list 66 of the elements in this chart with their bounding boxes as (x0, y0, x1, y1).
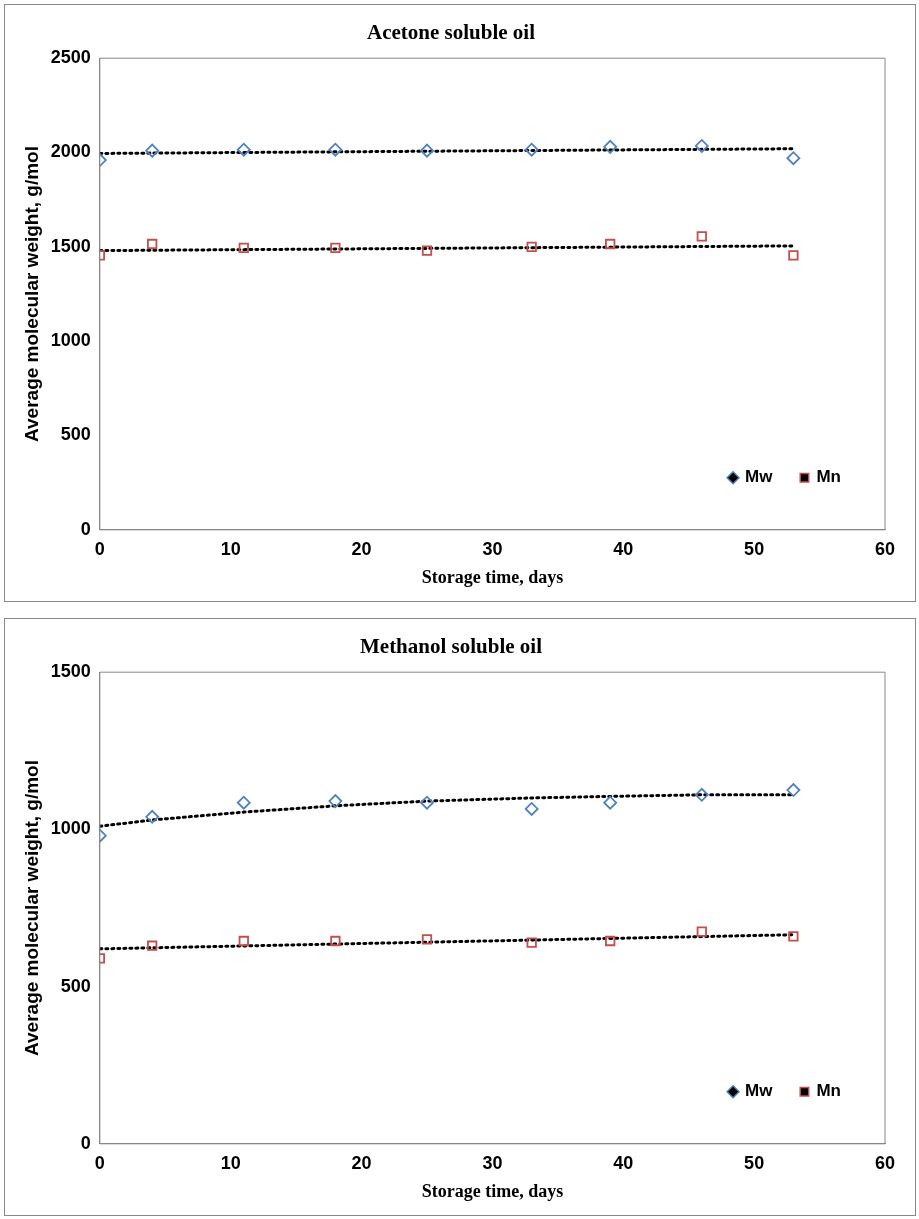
point (696, 926, 707, 937)
y-tick-label: 500 (60, 424, 91, 445)
point (786, 783, 801, 797)
x-tick-label: 0 (94, 1152, 105, 1173)
y-axis-title: Average molecular weight, g/mol (20, 760, 42, 1056)
point (421, 245, 433, 256)
x-tick-label: 40 (613, 538, 634, 559)
legend-label: Mn (816, 1081, 841, 1101)
point (696, 231, 707, 242)
y-tick-label: 0 (80, 518, 91, 539)
point (694, 787, 709, 802)
x-tick-label: 50 (744, 538, 765, 559)
point (236, 142, 251, 157)
y-tick-label: 500 (60, 975, 91, 996)
point (330, 935, 341, 947)
point (526, 241, 537, 252)
point (526, 937, 537, 948)
legend-label: Mw (745, 1081, 774, 1101)
point (145, 809, 160, 824)
y-tick-label: 2500 (50, 47, 91, 68)
point (605, 935, 616, 947)
point (694, 139, 709, 153)
point (145, 143, 160, 158)
point (238, 935, 249, 947)
point (524, 802, 539, 816)
point (420, 795, 434, 810)
chart-title: Methanol soluble oil (359, 634, 543, 659)
x-tick-label: 10 (220, 1152, 241, 1173)
x-tick-label: 30 (482, 1152, 503, 1173)
x-tick-label: 40 (613, 1152, 634, 1173)
y-axis-title: Average molecular weight, g/mol (20, 146, 42, 442)
x-tick-label: 60 (874, 1152, 896, 1173)
point (603, 139, 618, 154)
x-axis-title: Storage time, days (421, 1180, 564, 1201)
y-tick-label: 2000 (50, 141, 91, 162)
point (421, 934, 433, 945)
x-tick-label: 50 (744, 1152, 765, 1173)
point (524, 142, 539, 157)
x-tick-label: 30 (482, 538, 503, 559)
y-tick-label: 1500 (50, 661, 91, 682)
chart-title: Acetone soluble oil (367, 20, 536, 45)
point (786, 151, 801, 166)
y-tick-label: 1000 (50, 818, 91, 839)
x-tick-label: 0 (94, 538, 105, 559)
point (788, 250, 799, 261)
point (605, 238, 616, 250)
y-tick-label: 0 (80, 1132, 91, 1153)
point (330, 242, 341, 253)
point (236, 795, 251, 810)
x-tick-label: 10 (220, 538, 241, 559)
point (238, 242, 249, 253)
x-tick-label: 20 (351, 538, 372, 559)
y-tick-label: 1000 (50, 330, 91, 351)
point (147, 238, 158, 250)
x-axis-title: Storage time, days (421, 566, 564, 587)
point (328, 142, 343, 157)
legend-label: Mw (745, 467, 774, 487)
point (328, 794, 343, 808)
y-tick-label: 1500 (50, 235, 91, 256)
point (788, 931, 799, 942)
x-tick-label: 60 (874, 538, 896, 559)
point (603, 795, 618, 810)
point (147, 940, 158, 951)
point (420, 143, 434, 158)
legend-label: Mn (816, 467, 841, 487)
x-tick-label: 20 (351, 1152, 372, 1173)
